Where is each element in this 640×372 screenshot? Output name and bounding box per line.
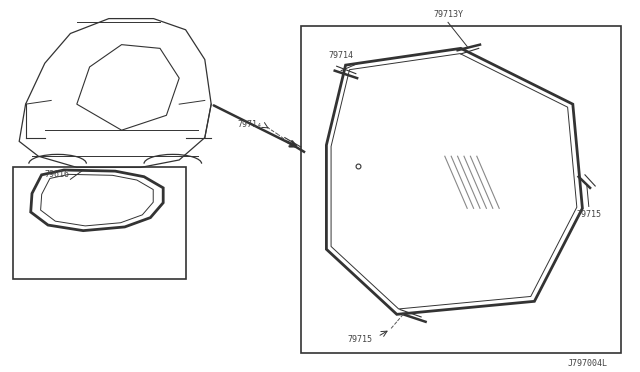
Bar — [13, 167, 186, 279]
Text: J797004L: J797004L — [568, 359, 608, 368]
Text: 7971₄: 7971₄ — [237, 120, 262, 129]
Text: 79714: 79714 — [328, 51, 353, 60]
Text: 79715: 79715 — [576, 210, 602, 219]
Text: 79713Y: 79713Y — [433, 10, 463, 19]
Text: 79715: 79715 — [348, 335, 372, 344]
Bar — [301, 26, 621, 353]
Text: 79616: 79616 — [45, 170, 70, 179]
